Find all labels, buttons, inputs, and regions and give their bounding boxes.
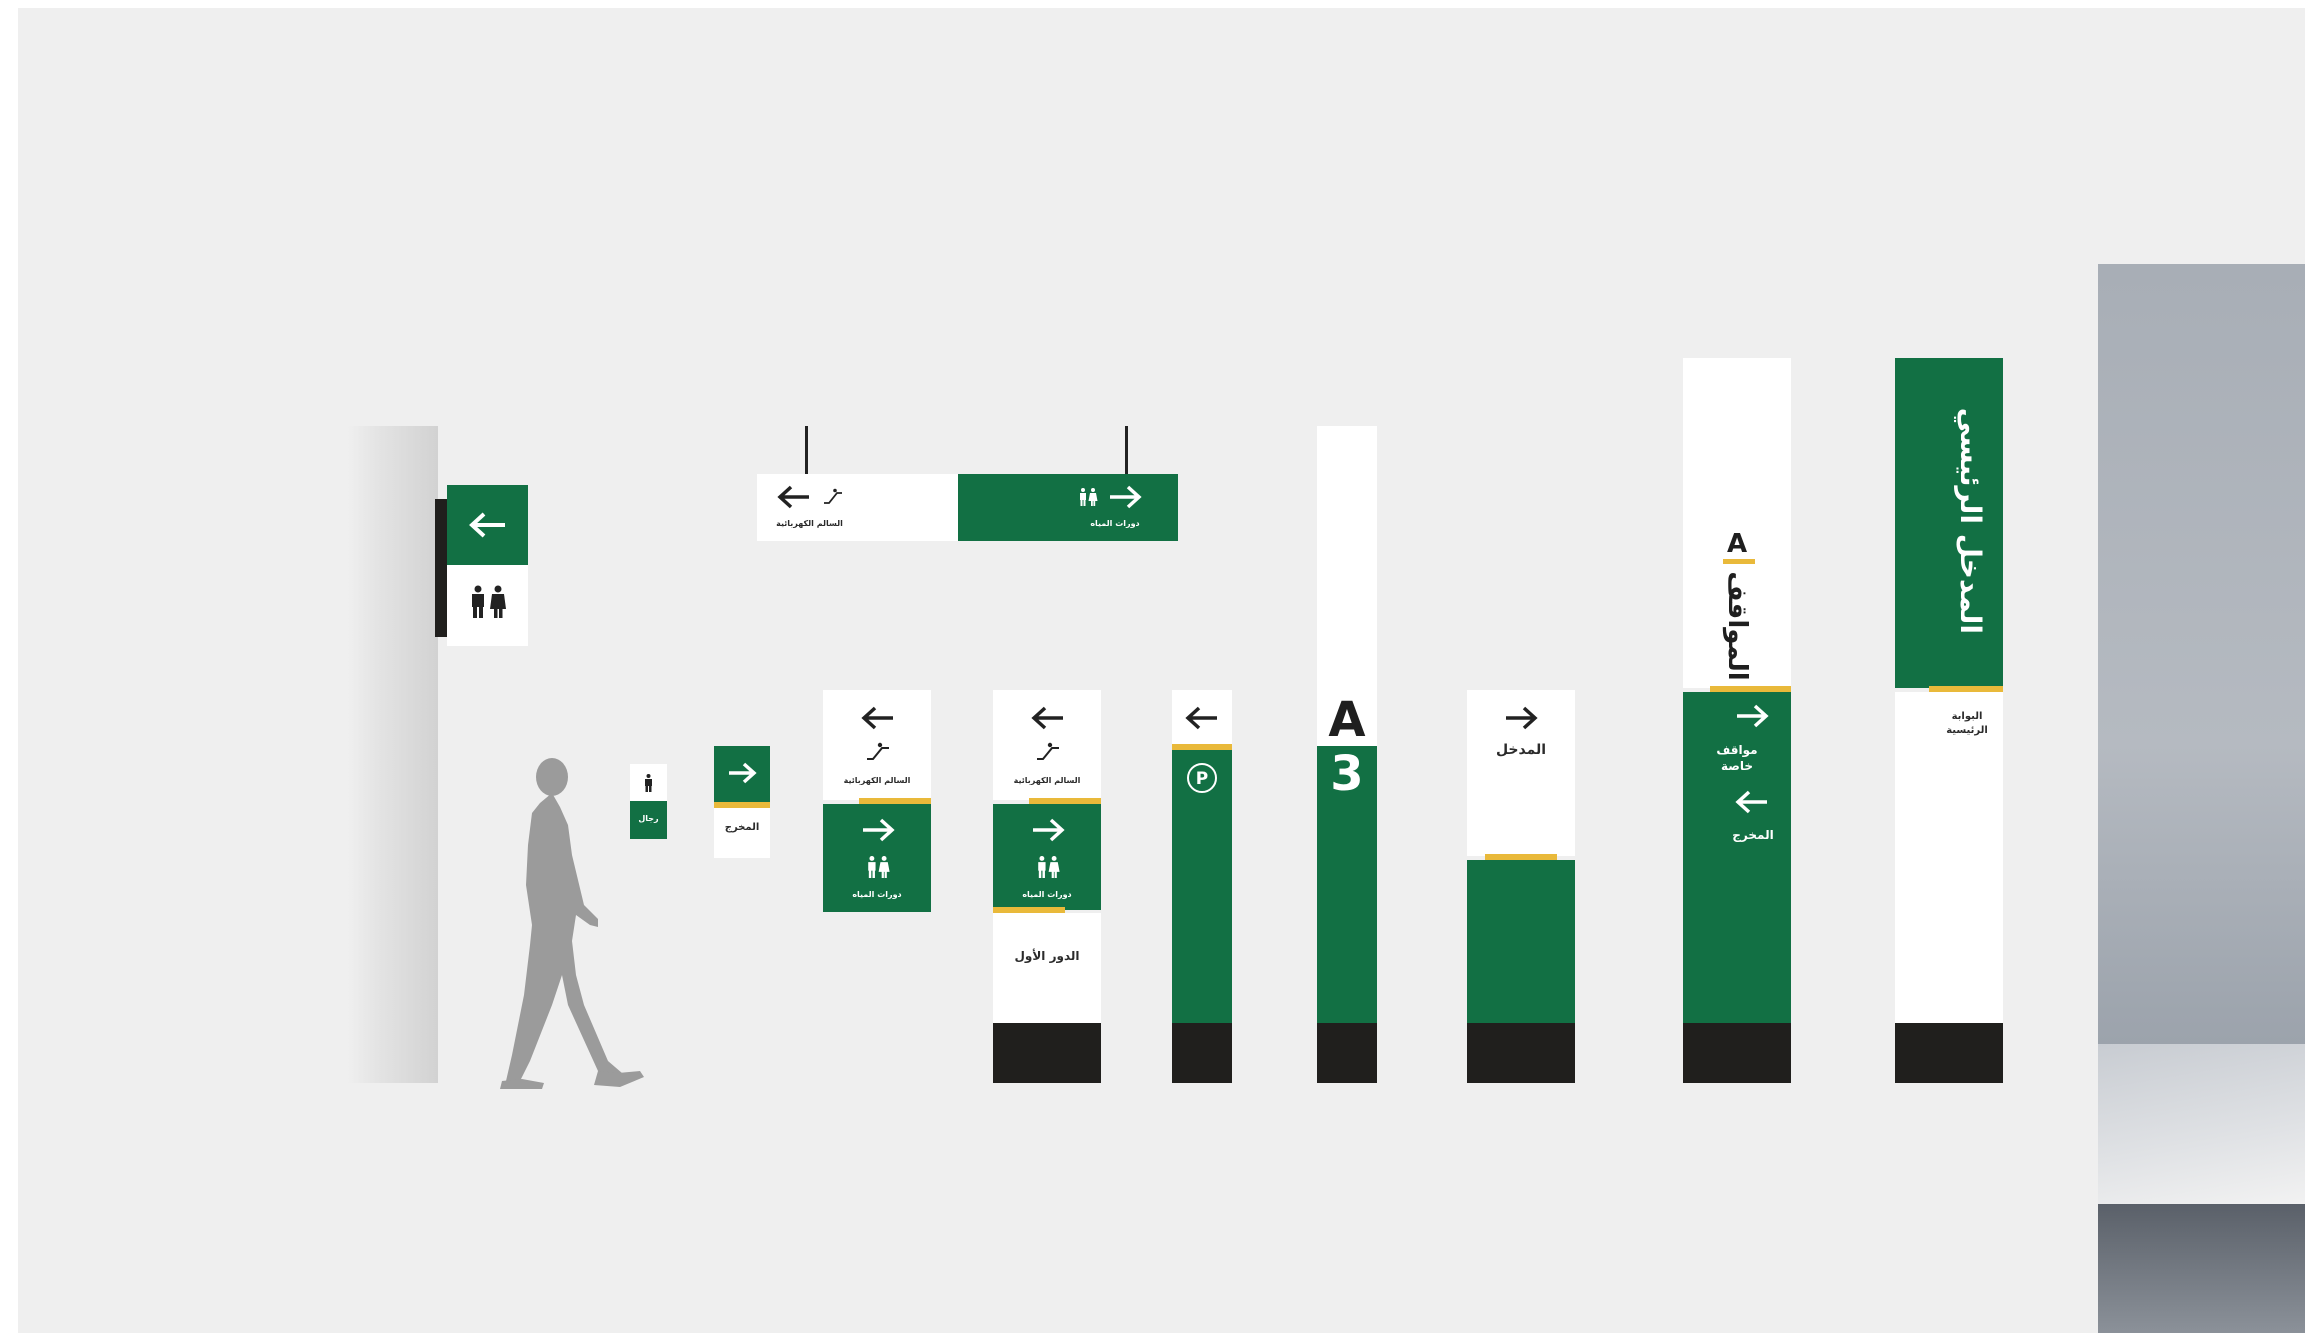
yellow-accent-strip — [1929, 686, 2003, 692]
yellow-accent-strip — [714, 802, 770, 808]
totem-floor-green-panel: دورات المياه — [993, 804, 1101, 910]
totem-parking-top — [1172, 690, 1232, 744]
restroom-icon — [1080, 488, 1098, 506]
totem-main-entrance: المدخل الرئيسي البوابة الرئيسية — [1895, 358, 2003, 1083]
totem-floor-bottom-panel: الدور الأول — [993, 913, 1101, 1023]
totem-parking-main-vertical-label: المواقف — [1722, 571, 1752, 681]
exit-small-label: المخرج — [724, 822, 760, 833]
totem-floor-directory: السالم الكهربائية دورات المياه الدور الأ… — [993, 690, 1101, 1083]
totem-zone-white: A — [1317, 426, 1377, 746]
parking-icon: P — [1187, 763, 1217, 793]
wall-combo-sign: السالم الكهربائية دورات المياه — [823, 690, 931, 912]
totem-base — [1467, 1023, 1575, 1083]
arrow-right-icon — [1033, 818, 1065, 842]
totem-entrance-green — [1467, 860, 1575, 1023]
small-men-label: رجال — [638, 814, 659, 823]
arrow-left-icon — [1031, 706, 1063, 730]
hanging-sign-left-label: السالم الكهربائية — [776, 519, 843, 528]
arrow-right-icon — [863, 818, 895, 842]
wall-mount-bracket — [435, 499, 447, 637]
hanging-sign-right-panel: دورات المياه — [958, 474, 1178, 541]
escalator-icon — [867, 742, 889, 760]
arrow-left-icon — [1735, 790, 1767, 814]
totem-parking-main-label-2: المخرج — [1732, 828, 1774, 842]
small-men-sign-bottom: رجال — [630, 801, 667, 839]
totem-parking-main-green: مواقف خاصة المخرج — [1683, 692, 1791, 1023]
yellow-accent-strip — [1710, 686, 1791, 692]
totem-main-entrance-green: المدخل الرئيسي — [1895, 358, 2003, 688]
totem-parking: P — [1172, 690, 1232, 1083]
totem-base — [1172, 1023, 1232, 1083]
yellow-accent-strip — [859, 798, 931, 804]
photo-floor-shadow — [2098, 1204, 2305, 1333]
man-icon — [645, 774, 652, 792]
totem-parking-main-letter: A — [1726, 529, 1748, 559]
arrow-left-icon — [1185, 706, 1217, 730]
arrow-right-icon — [1506, 706, 1538, 730]
totem-base — [1683, 1023, 1791, 1083]
totem-floor-middle-label: دورات المياه — [1022, 890, 1072, 899]
totem-base — [993, 1023, 1101, 1083]
background-photo-strip — [2098, 264, 2305, 1333]
totem-zone: A 3 — [1317, 426, 1377, 1083]
totem-floor-bottom-label: الدور الأول — [1014, 949, 1080, 963]
person-silhouette — [500, 758, 644, 1089]
totem-main-entrance-white: البوابة الرئيسية — [1895, 692, 2003, 1023]
totem-main-entrance-vertical-label: المدخل الرئيسي — [1954, 407, 1987, 634]
totem-parking-main-label-1: مواقف خاصة — [1716, 743, 1758, 773]
arrow-left-icon — [469, 512, 505, 538]
exit-small-green-panel — [714, 746, 770, 804]
wall-column — [348, 426, 438, 1083]
restroom-icon — [1038, 856, 1060, 878]
wall-combo-top-label: السالم الكهربائية — [843, 776, 911, 785]
escalator-icon — [824, 488, 842, 504]
hanging-sign-right-label: دورات المياه — [1090, 519, 1140, 528]
totem-parking-main: A المواقف مواقف خاصة المخرج — [1683, 358, 1791, 1083]
hanging-sign: السالم الكهربائية دورات المياه — [757, 474, 1178, 541]
exit-small-white-panel: المخرج — [714, 808, 770, 858]
totem-entrance-white: المدخل — [1467, 690, 1575, 856]
wall-mount-sign — [447, 485, 528, 646]
yellow-accent-strip — [1172, 744, 1232, 750]
wall-combo-green-panel: دورات المياه — [823, 804, 931, 912]
arrow-left-icon — [861, 706, 893, 730]
yellow-accent-strip — [1723, 559, 1755, 564]
small-men-sign: رجال — [630, 764, 667, 839]
svg-text:P: P — [1196, 769, 1208, 789]
exit-small-sign: المخرج — [714, 746, 770, 858]
arrow-right-icon — [1737, 704, 1769, 728]
yellow-accent-strip — [1029, 798, 1101, 804]
yellow-accent-strip — [1485, 854, 1557, 860]
hanging-rod-right — [1125, 426, 1128, 474]
wall-combo-white-panel: السالم الكهربائية — [823, 690, 931, 800]
arrow-right-icon — [1110, 485, 1142, 509]
signage-elevation-canvas: السالم الكهربائية دورات المياه رجال — [18, 8, 2305, 1333]
yellow-accent-strip — [993, 907, 1065, 913]
totem-entrance-label: المدخل — [1495, 742, 1547, 758]
arrow-right-icon — [729, 762, 757, 784]
totem-parking-green: P — [1172, 750, 1232, 1023]
wall-combo-bottom-label: دورات المياه — [852, 890, 902, 899]
totem-zone-green: 3 — [1317, 746, 1377, 1023]
totem-base — [1895, 1023, 2003, 1083]
hanging-rod-left — [805, 426, 808, 474]
restroom-icon — [472, 585, 506, 618]
hanging-sign-left-panel: السالم الكهربائية — [757, 474, 958, 541]
wall-mount-white-panel — [447, 565, 528, 646]
totem-main-entrance-label: البوابة الرئيسية — [1946, 711, 1988, 736]
small-men-sign-top — [630, 764, 667, 801]
totem-zone-number: 3 — [1330, 746, 1364, 802]
totem-floor-top-label: السالم الكهربائية — [1013, 776, 1081, 785]
totem-floor-top-panel: السالم الكهربائية — [993, 690, 1101, 800]
totem-entrance: المدخل — [1467, 690, 1575, 1083]
totem-zone-letter: A — [1328, 692, 1366, 748]
restroom-icon — [868, 856, 890, 878]
totem-base — [1317, 1023, 1377, 1083]
wall-mount-green-panel — [447, 485, 528, 565]
escalator-icon — [1037, 742, 1059, 760]
arrow-left-icon — [777, 485, 809, 509]
totem-parking-main-white: A المواقف — [1683, 358, 1791, 688]
photo-floor-highlight — [2098, 1044, 2305, 1204]
